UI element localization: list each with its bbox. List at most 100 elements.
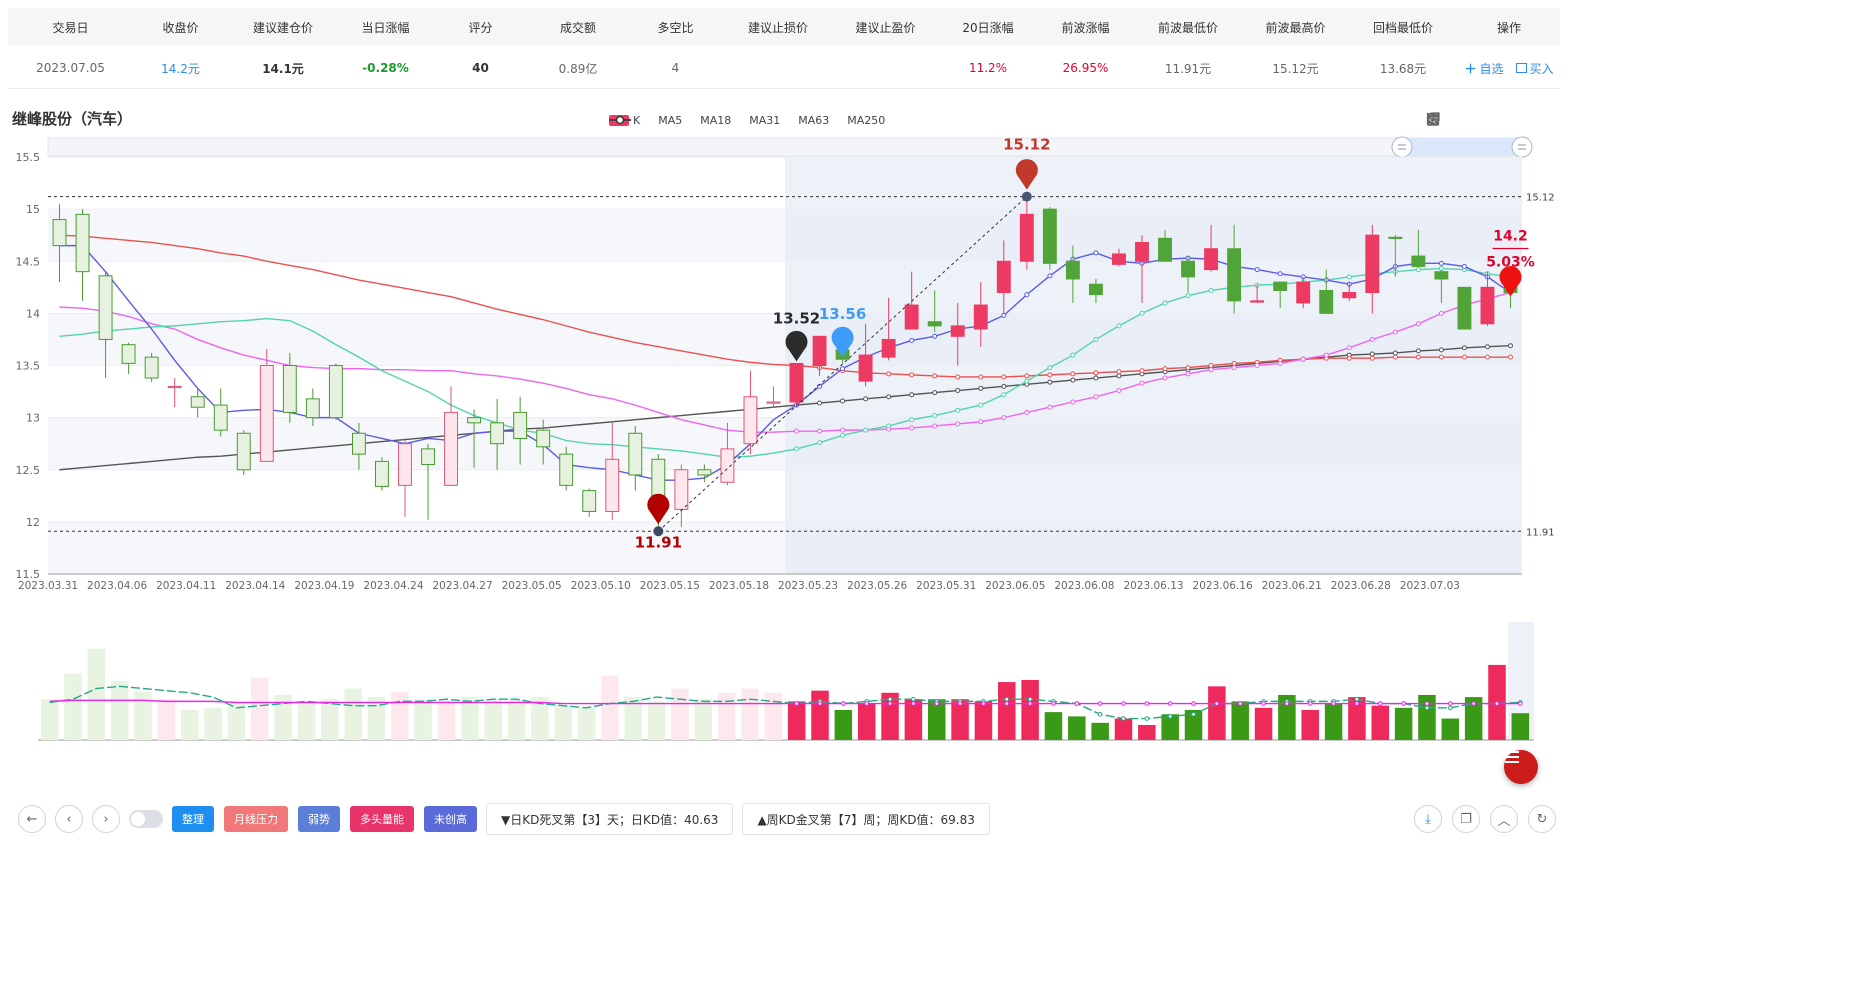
volume-bar bbox=[951, 699, 969, 740]
ma63-point bbox=[1507, 354, 1513, 360]
candle bbox=[259, 348, 274, 462]
x-tick-label: 2023.04.27 bbox=[433, 580, 493, 592]
back-button[interactable]: ← bbox=[18, 805, 46, 833]
chart-title: 继峰股份（汽车） bbox=[12, 110, 133, 128]
volume-bar bbox=[367, 697, 386, 740]
cell-turnover: 0.89亿 bbox=[558, 61, 598, 76]
signal-tag[interactable]: 整理 bbox=[172, 806, 214, 832]
candle-body bbox=[559, 453, 574, 486]
candle-body bbox=[467, 417, 482, 424]
volume-point bbox=[1144, 701, 1150, 706]
x-tick-label: 2023.05.26 bbox=[847, 580, 907, 592]
ma18-point bbox=[1047, 365, 1053, 371]
legend-label: MA31 bbox=[749, 114, 781, 127]
ma31-point bbox=[1162, 375, 1168, 381]
volume-point bbox=[887, 701, 893, 706]
volume-bar bbox=[461, 697, 479, 740]
download-chart-icon[interactable] bbox=[1427, 112, 1561, 127]
candle bbox=[398, 440, 412, 517]
volume-bar bbox=[1231, 701, 1249, 740]
ma250-point bbox=[863, 396, 869, 402]
x-tick-label: 2023.04.19 bbox=[294, 580, 354, 592]
mode-toggle[interactable] bbox=[129, 810, 163, 828]
right-toolbar: ⤓ ❐ ︿ ↻ bbox=[1414, 805, 1556, 833]
x-tick-label: 2023.06.08 bbox=[1054, 580, 1114, 592]
restore-icon[interactable] bbox=[1426, 112, 1513, 127]
ma5-point bbox=[1461, 263, 1467, 269]
zoom-handle[interactable] bbox=[1391, 136, 1413, 158]
menu-fab[interactable] bbox=[1504, 750, 1538, 784]
volume-point bbox=[794, 701, 799, 706]
kline-chart[interactable]: 11.5 12 12.5 13 13.5 14 14.5 15 15.5 2023.03.31 20… bbox=[0, 0, 1568, 800]
marker-label: 15.12 bbox=[1003, 136, 1050, 154]
volume-bar bbox=[1208, 686, 1226, 740]
legend-label: MA63 bbox=[798, 114, 830, 127]
volume-point bbox=[1121, 701, 1126, 706]
candle-body bbox=[743, 396, 758, 445]
volume-point bbox=[1051, 701, 1056, 706]
marker-label: 13.56 bbox=[819, 305, 866, 323]
ma250-point bbox=[1369, 351, 1375, 357]
next-button[interactable]: › bbox=[92, 805, 120, 833]
signal-tag[interactable]: 弱势 bbox=[298, 806, 340, 832]
col-header: 多空比 bbox=[657, 20, 694, 35]
add-watchlist-button[interactable]: ＋自选 bbox=[1464, 60, 1503, 77]
volume-vol_line1 bbox=[49, 685, 1521, 720]
x-tick-label: 2023.05.23 bbox=[778, 580, 838, 592]
ma250-point bbox=[840, 398, 846, 404]
volume-point bbox=[887, 696, 893, 702]
candle-body bbox=[1204, 248, 1219, 271]
legend-item-ma250[interactable]: MA250 bbox=[609, 114, 885, 127]
candle-body bbox=[536, 429, 551, 448]
volume-point bbox=[1167, 701, 1173, 706]
candle bbox=[582, 488, 597, 517]
signal-tag[interactable]: 未创高 bbox=[424, 806, 477, 832]
candle-body bbox=[1158, 237, 1172, 262]
volume-bar bbox=[507, 699, 526, 740]
volume-bar bbox=[531, 697, 549, 740]
ma5-point bbox=[1024, 292, 1030, 298]
volume-bar bbox=[554, 705, 572, 740]
candle-body bbox=[1388, 236, 1403, 239]
volume-bar bbox=[1278, 694, 1296, 740]
candle-body bbox=[1319, 289, 1334, 314]
candle-body bbox=[375, 460, 389, 487]
reload-button[interactable]: ↻ bbox=[1528, 805, 1556, 833]
candle-body bbox=[605, 458, 620, 512]
copy-button[interactable]: ❐ bbox=[1452, 805, 1480, 833]
marker-label: 11.91 bbox=[635, 533, 682, 551]
ma18-point bbox=[817, 440, 823, 446]
ma18-point bbox=[1139, 310, 1145, 316]
signal-tag[interactable]: 月线压力 bbox=[224, 806, 288, 832]
ma31-point bbox=[840, 427, 846, 433]
cell-long-short: 4 bbox=[671, 61, 680, 75]
volume-point bbox=[817, 701, 823, 706]
chart-toolbox bbox=[1426, 112, 1561, 127]
signal-tag[interactable]: 多头量能 bbox=[350, 806, 414, 832]
ma18-point bbox=[1093, 336, 1099, 342]
col-header: 评分 bbox=[468, 20, 493, 35]
ma31-point bbox=[1438, 310, 1444, 316]
ma250-point bbox=[1415, 348, 1421, 354]
ma63-point bbox=[1047, 372, 1053, 378]
chevron-left-icon: ‹ bbox=[66, 811, 72, 827]
scroll-top-button[interactable]: ︿ bbox=[1490, 805, 1518, 833]
candle bbox=[167, 378, 182, 408]
volume-bar bbox=[1161, 714, 1179, 740]
prev-button[interactable]: ‹ bbox=[55, 805, 83, 833]
ma63-point bbox=[1139, 368, 1145, 374]
candle bbox=[1480, 271, 1495, 326]
volume-bar bbox=[414, 699, 432, 740]
col-header: 收盘价 bbox=[162, 20, 199, 35]
candle bbox=[375, 457, 389, 491]
cell-wave-low: 11.91元 bbox=[1164, 61, 1212, 76]
candle-body bbox=[1042, 208, 1057, 264]
zoom-handle[interactable] bbox=[1511, 136, 1533, 158]
ma250-point bbox=[1070, 377, 1076, 383]
download-button[interactable]: ⤓ bbox=[1414, 805, 1442, 833]
candle bbox=[305, 388, 320, 426]
ma18-point bbox=[863, 427, 869, 433]
buy-button[interactable]: 买入 bbox=[1515, 60, 1554, 77]
candle-body bbox=[513, 411, 528, 439]
candle bbox=[674, 464, 689, 528]
